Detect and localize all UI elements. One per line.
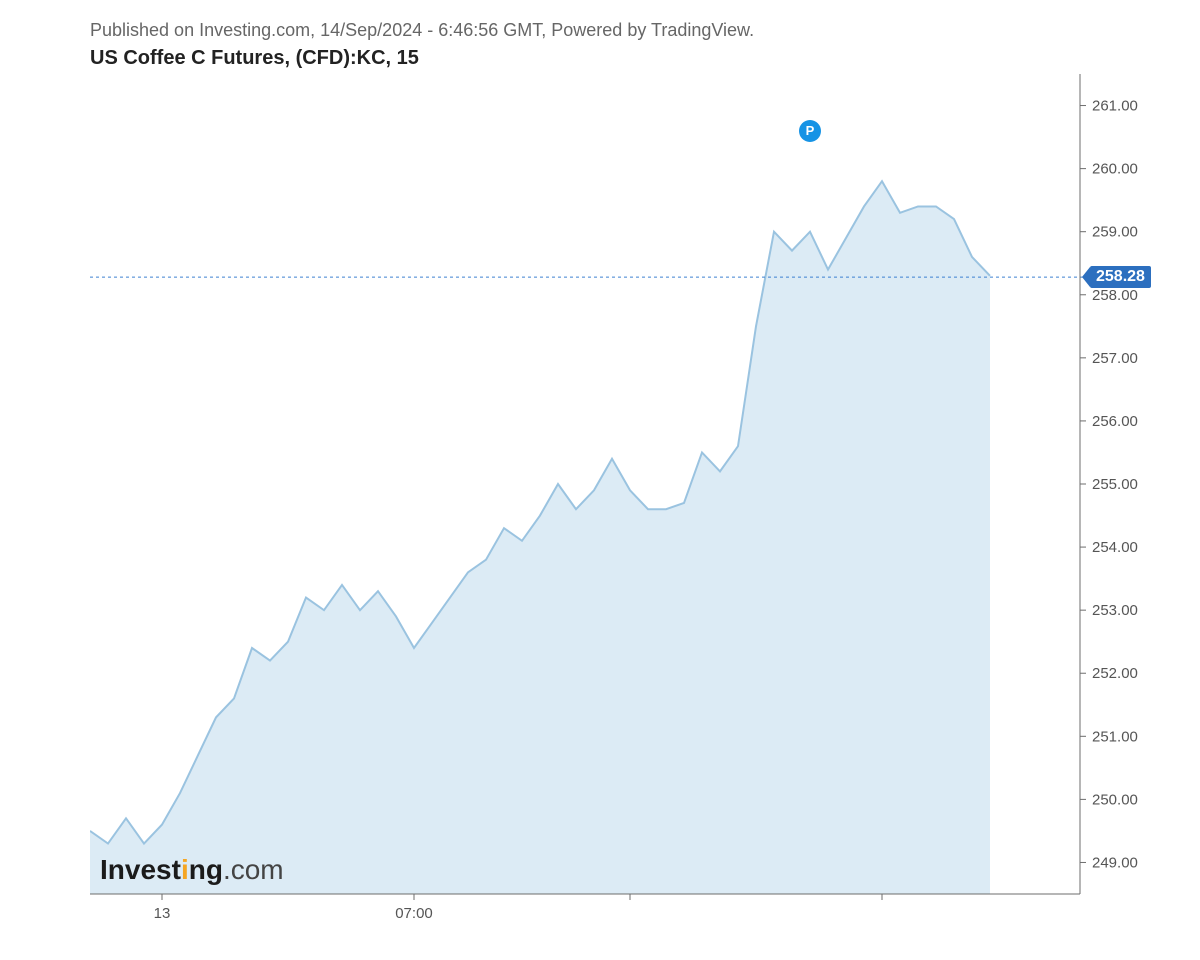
svg-text:261.00: 261.00 xyxy=(1092,98,1138,115)
svg-text:256.00: 256.00 xyxy=(1092,413,1138,430)
p-badge-icon: P xyxy=(799,120,821,142)
svg-text:254.00: 254.00 xyxy=(1092,539,1138,556)
chart-area[interactable]: 249.00 250.00 251.00 252.00 253.00 254.00 255.… xyxy=(90,74,1160,924)
price-chart-svg: 249.00 250.00 251.00 252.00 253.00 254.00 255.… xyxy=(90,74,1160,924)
current-price-value: 258.28 xyxy=(1096,268,1145,285)
chart-title: US Coffee C Futures, (CFD):KC, 15 xyxy=(90,47,1160,70)
svg-text:252.00: 252.00 xyxy=(1092,665,1138,682)
svg-text:260.00: 260.00 xyxy=(1092,161,1138,178)
svg-text:249.00: 249.00 xyxy=(1092,854,1138,871)
svg-text:253.00: 253.00 xyxy=(1092,602,1138,619)
svg-text:250.00: 250.00 xyxy=(1092,791,1138,808)
svg-text:251.00: 251.00 xyxy=(1092,728,1138,745)
svg-text:259.00: 259.00 xyxy=(1092,224,1138,241)
svg-text:257.00: 257.00 xyxy=(1092,350,1138,367)
svg-text:255.00: 255.00 xyxy=(1092,476,1138,493)
svg-text:13: 13 xyxy=(154,905,171,922)
chart-container: Published on Investing.com, 14/Sep/2024 … xyxy=(0,0,1200,960)
svg-text:258.00: 258.00 xyxy=(1092,287,1138,304)
svg-text:07:00: 07:00 xyxy=(395,905,433,922)
current-price-tag: 258.28 xyxy=(1090,266,1151,288)
published-meta: Published on Investing.com, 14/Sep/2024 … xyxy=(90,20,1160,41)
